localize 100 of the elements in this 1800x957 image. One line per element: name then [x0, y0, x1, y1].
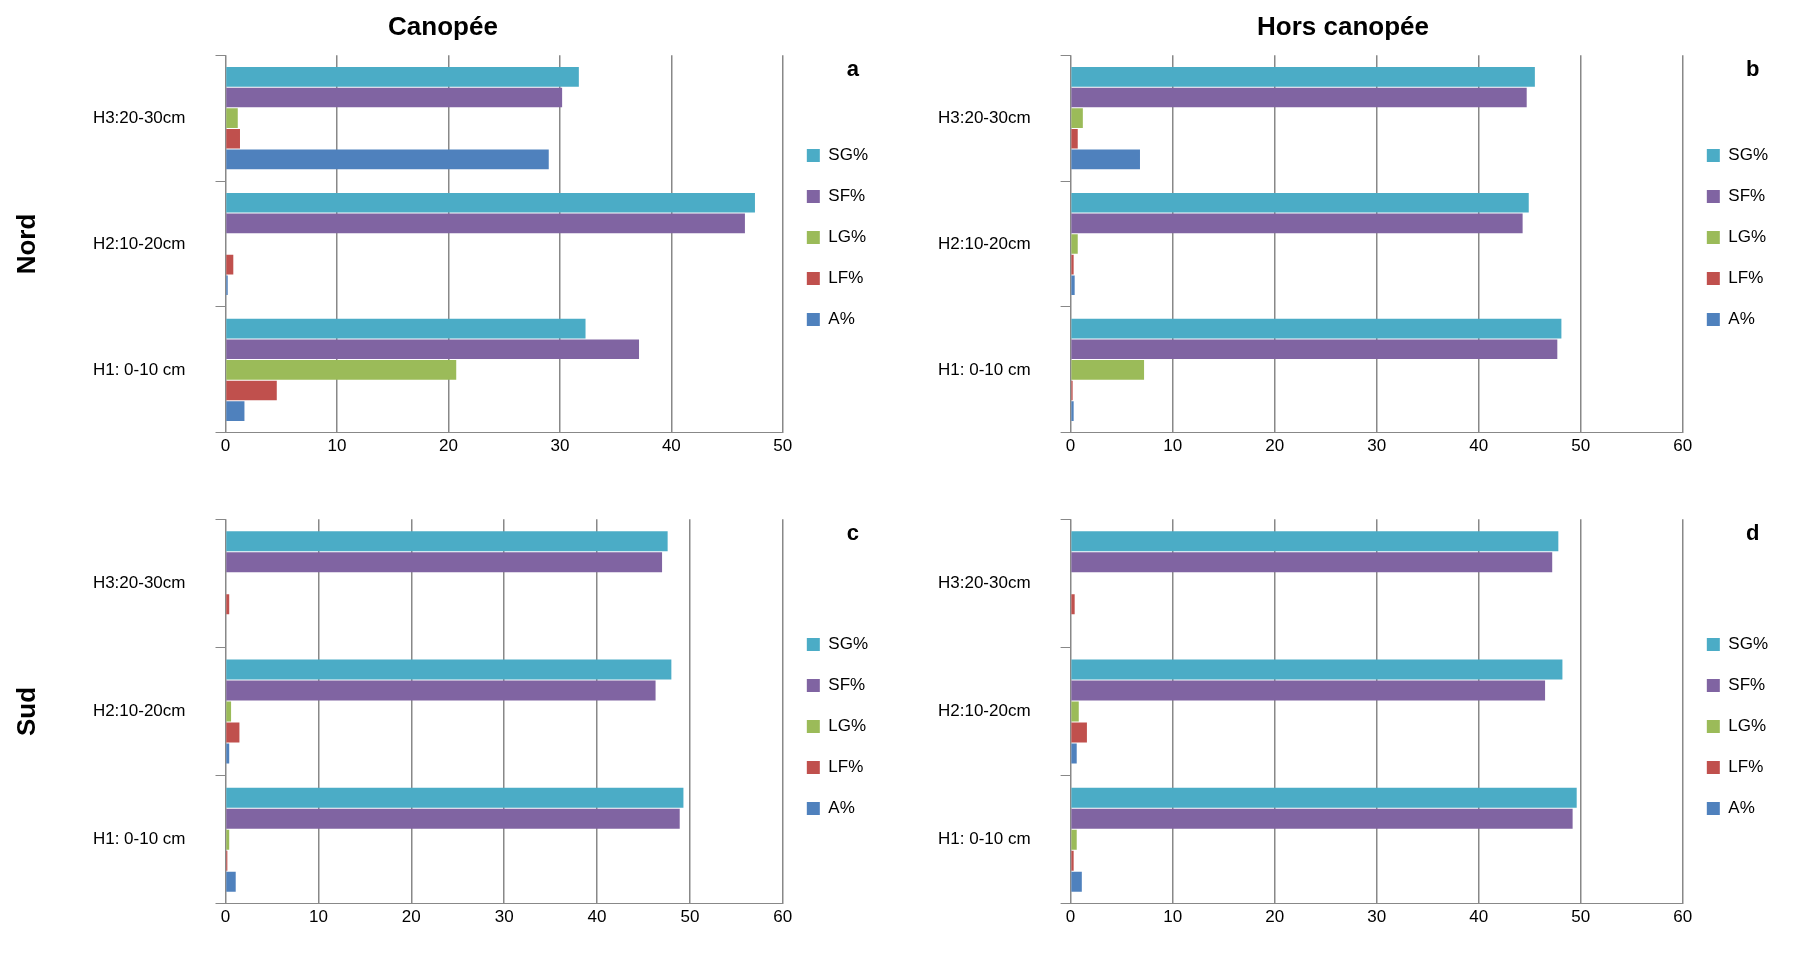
legend-label: A% [828, 309, 855, 329]
bar [226, 192, 755, 213]
bar [226, 829, 230, 850]
y-tick-label: H1: 0-10 cm [92, 829, 186, 849]
y-tick-label: H1: 0-10 cm [938, 829, 1031, 849]
y-tick-label: H2:10-20cm [92, 233, 186, 253]
x-tick-label: 0 [220, 435, 231, 455]
legend-label: SG% [828, 634, 869, 654]
bar [226, 339, 640, 360]
x-tick-label: 0 [1065, 435, 1076, 455]
bar [226, 254, 234, 275]
legend-label: LF% [828, 757, 864, 777]
x-tick-label: 20 [438, 435, 458, 455]
bar [1071, 128, 1078, 149]
bar [226, 787, 684, 808]
bar [226, 701, 232, 722]
chart-title: Hors canopée [1257, 10, 1429, 41]
text: c [846, 520, 859, 546]
x-tick-label: 10 [327, 435, 347, 455]
y-tick-label: H3:20-30cm [92, 572, 186, 592]
x-tick-label: 30 [1367, 435, 1387, 455]
bar [226, 552, 663, 573]
bar [226, 87, 563, 108]
x-tick-label: 60 [1673, 906, 1693, 926]
bar [1071, 149, 1140, 170]
bar [1071, 192, 1529, 213]
y-axis-title: Sud [10, 686, 41, 737]
bar [226, 360, 457, 380]
bar [226, 722, 240, 743]
bar [226, 659, 672, 680]
x-tick-label: 40 [1469, 906, 1489, 926]
y-tick-label: H1: 0-10 cm [92, 359, 186, 379]
bar [1071, 67, 1535, 87]
bar [1071, 787, 1577, 808]
bar [226, 380, 277, 401]
legend-label: A% [1728, 798, 1755, 818]
x-tick-label: 30 [494, 906, 514, 926]
bar [1071, 234, 1078, 254]
y-tick-label: H1: 0-10 cm [938, 359, 1031, 379]
text: b [1746, 56, 1760, 82]
text: a [846, 56, 860, 82]
bar [1071, 531, 1559, 552]
y-tick-label: H2:10-20cm [937, 701, 1031, 721]
x-tick-label: 30 [550, 435, 570, 455]
bar [1071, 360, 1145, 380]
bar [226, 318, 586, 339]
x-tick-label: 10 [308, 906, 328, 926]
legend-label: LG% [1728, 716, 1767, 736]
bar [226, 871, 236, 892]
legend-label: LG% [1728, 227, 1767, 247]
legend-label: SG% [1728, 145, 1769, 165]
bar [226, 128, 240, 149]
bar [1071, 108, 1083, 128]
bar [1071, 275, 1075, 296]
bar [1071, 594, 1075, 615]
x-tick-label: 40 [661, 435, 681, 455]
bar [1071, 743, 1077, 764]
bar [1071, 659, 1563, 680]
x-tick-label: 30 [1367, 906, 1387, 926]
x-tick-label: 50 [1571, 435, 1591, 455]
bar [1071, 829, 1077, 850]
bar [226, 743, 230, 764]
bar [226, 67, 579, 87]
bar [1071, 87, 1527, 108]
legend-label: A% [828, 798, 855, 818]
bar [1071, 552, 1553, 573]
x-tick-label: 50 [680, 906, 700, 926]
x-tick-label: 40 [587, 906, 607, 926]
bar [226, 213, 745, 234]
x-tick-label: 20 [1265, 435, 1285, 455]
legend-label: LG% [828, 227, 867, 247]
bar [226, 808, 680, 829]
x-tick-label: 60 [773, 906, 793, 926]
bar [1071, 401, 1074, 421]
x-tick-label: 0 [220, 906, 231, 926]
legend-label: SF% [828, 186, 866, 206]
legend-label: SF% [828, 675, 866, 695]
bar [1071, 339, 1558, 360]
bar [226, 680, 656, 701]
legend-label: SG% [1728, 634, 1769, 654]
y-tick-label: H3:20-30cm [92, 107, 186, 127]
x-tick-label: 0 [1065, 906, 1076, 926]
legend-label: LF% [1728, 757, 1764, 777]
bar [1071, 850, 1074, 871]
bar [226, 149, 549, 170]
bar [226, 401, 245, 421]
y-tick-label: H2:10-20cm [92, 701, 186, 721]
legend-label: LF% [1728, 268, 1764, 288]
y-axis-title: Nord [10, 213, 41, 275]
bar [1071, 871, 1082, 892]
x-tick-label: 50 [773, 435, 793, 455]
x-tick-label: 10 [1163, 435, 1183, 455]
legend-label: SF% [1728, 675, 1766, 695]
text: d [1746, 520, 1760, 546]
x-tick-label: 40 [1469, 435, 1489, 455]
bar [226, 594, 230, 615]
y-tick-label: H3:20-30cm [937, 107, 1031, 127]
bar [226, 108, 238, 128]
x-tick-label: 50 [1571, 906, 1591, 926]
legend-label: SG% [828, 145, 869, 165]
